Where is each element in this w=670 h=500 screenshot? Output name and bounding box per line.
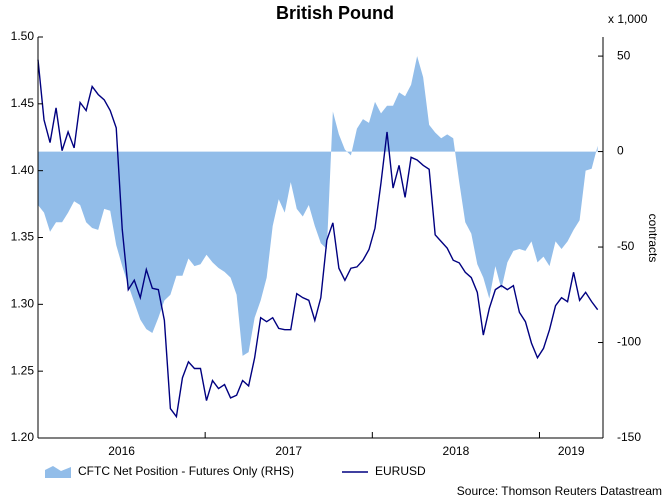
y-tick-label: 1.40: [11, 163, 35, 177]
y2-tick-label: 50: [617, 48, 631, 62]
y2-axis-label: contracts: [646, 214, 660, 263]
legend-label: EURUSD: [375, 464, 426, 478]
x-tick-label: 2019: [558, 444, 585, 458]
y-tick-label: 1.45: [11, 96, 35, 110]
y-tick-label: 1.25: [11, 363, 35, 377]
chart-title: British Pound: [276, 3, 394, 23]
legend-label: CFTC Net Position - Futures Only (RHS): [78, 464, 294, 478]
area: [38, 56, 598, 356]
y2-tick-label: -100: [617, 335, 641, 349]
line: [37, 59, 599, 419]
y2-tick-label: 0: [617, 144, 624, 158]
x-tick-label: 2017: [275, 444, 302, 458]
y2-tick-label: -150: [617, 430, 641, 444]
y-tick-label: 1.30: [11, 297, 35, 311]
y-tick-label: 1.50: [11, 29, 35, 43]
y-tick-label: 1.35: [11, 230, 35, 244]
y2-unit: x 1,000: [608, 12, 648, 26]
x-tick-label: 2018: [443, 444, 470, 458]
y2-tick-label: -50: [617, 239, 635, 253]
legend-swatch: [45, 466, 71, 478]
source-note: Source: Thomson Reuters Datastream: [457, 484, 662, 498]
y-tick-label: 1.20: [11, 430, 35, 444]
x-tick-label: 2016: [108, 444, 135, 458]
